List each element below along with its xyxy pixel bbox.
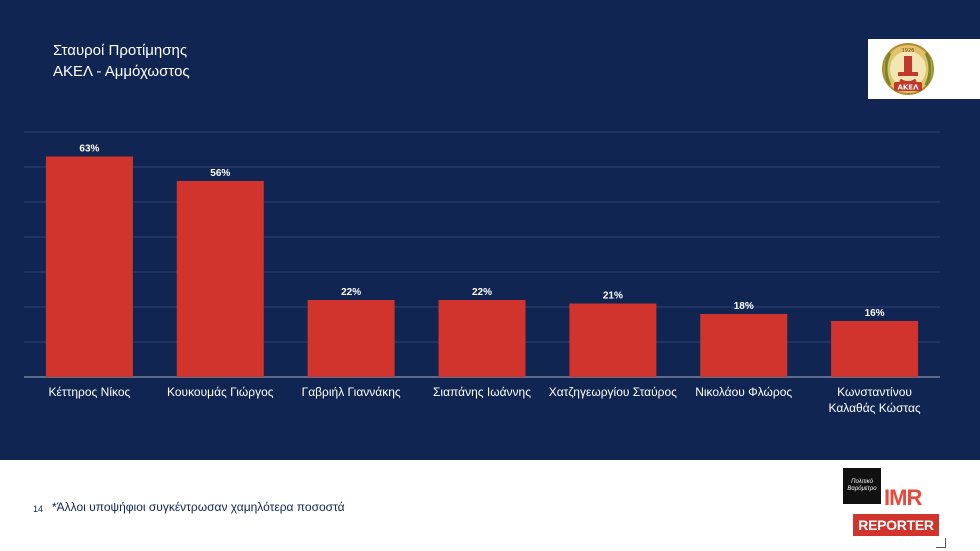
footnote: *Άλλοι υποψήφιοι συγκέντρωσαν χαμηλότερα… bbox=[52, 500, 345, 514]
value-labels: 63% 56% 22% 22% 21% 18% 16% bbox=[79, 144, 884, 320]
corner-mark-icon bbox=[936, 538, 946, 548]
bar bbox=[176, 181, 264, 377]
slide-footer: 14 *Άλλοι υποψήφιοι συγκέντρωσαν χαμηλότ… bbox=[0, 460, 980, 551]
bar bbox=[307, 300, 395, 377]
bar bbox=[569, 303, 657, 377]
category-labels: Κέττηρος Νίκος Κουκουμάς Γιώργος Γαβριήλ Γ… bbox=[49, 385, 921, 415]
page-number: 14 bbox=[33, 504, 44, 514]
value-label: 22% bbox=[341, 287, 361, 298]
bar bbox=[45, 156, 133, 377]
category-label: Καλαθάς Κώστας bbox=[828, 401, 920, 415]
bar bbox=[831, 321, 919, 377]
category-label: Σιαπάνης Ιωάννης bbox=[433, 385, 531, 399]
bars bbox=[45, 156, 919, 377]
chart-panel: Σταυροί Προτίμησης ΑΚΕΛ - Αμμόχωστος ΑΚΕ… bbox=[0, 0, 980, 460]
akel-emblem-label: ΑΚΕΛ bbox=[897, 84, 919, 92]
value-label: 16% bbox=[865, 308, 885, 319]
akel-emblem-icon: ΑΚΕΛ 1926 bbox=[882, 43, 934, 95]
value-label: 63% bbox=[79, 144, 99, 155]
chart-title: Σταυροί Προτίμησης ΑΚΕΛ - Αμμόχωστος bbox=[53, 40, 190, 82]
category-label: Κωνσταντίνου bbox=[837, 385, 912, 399]
value-label: 22% bbox=[472, 287, 492, 298]
barometer-label: Πολιτικό Βαρόμετρο bbox=[847, 479, 877, 492]
title-line-2: ΑΚΕΛ - Αμμόχωστος bbox=[53, 63, 190, 80]
brand-logos: Πολιτικό Βαρόμετρο IMR REPORTER bbox=[843, 468, 948, 548]
bar bbox=[700, 314, 788, 377]
category-label: Χατζηγεωργίου Σταύρος bbox=[549, 385, 677, 399]
bar-chart: 63% 56% 22% 22% 21% 18% 16% Κέττηρος Νίκος Κουκ… bbox=[24, 131, 940, 415]
category-label: Γαβριήλ Γιαννάκης bbox=[302, 385, 401, 399]
value-label: 56% bbox=[210, 168, 230, 179]
value-label: 21% bbox=[603, 291, 623, 302]
reporter-logo: REPORTER bbox=[853, 514, 939, 536]
akel-emblem-year: 1926 bbox=[902, 48, 915, 54]
value-label: 18% bbox=[734, 301, 754, 312]
imr-logo: IMR bbox=[884, 485, 922, 510]
akel-logo: ΑΚΕΛ 1926 bbox=[868, 39, 980, 99]
category-label: Κέττηρος Νίκος bbox=[49, 385, 131, 399]
category-label: Νικολάου Φλώρος bbox=[695, 385, 792, 399]
bar bbox=[438, 300, 526, 377]
political-barometer-logo: Πολιτικό Βαρόμετρο bbox=[843, 468, 881, 504]
category-label: Κουκουμάς Γιώργος bbox=[167, 385, 274, 399]
title-line-1: Σταυροί Προτίμησης bbox=[53, 42, 188, 59]
